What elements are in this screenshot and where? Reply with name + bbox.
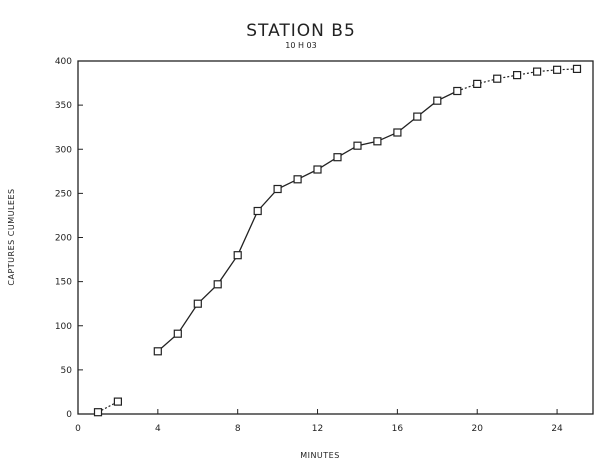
x-tick-label: 12 bbox=[312, 424, 323, 434]
data-point-marker bbox=[433, 96, 442, 105]
data-point-marker bbox=[353, 141, 362, 150]
series-layer bbox=[93, 64, 582, 417]
data-point-marker bbox=[233, 251, 242, 260]
x-tick-label: 24 bbox=[551, 424, 563, 434]
data-point-marker bbox=[313, 165, 322, 174]
data-point-marker bbox=[253, 206, 262, 216]
x-tick-label: 0 bbox=[75, 424, 81, 434]
data-point-marker bbox=[193, 299, 202, 308]
y-tick-label: 350 bbox=[55, 101, 72, 111]
x-axis: 0 4 8 12 16 20 24 bbox=[75, 409, 563, 434]
y-tick-label: 50 bbox=[61, 366, 73, 376]
data-point-marker bbox=[113, 397, 123, 406]
data-point-marker bbox=[473, 79, 482, 89]
y-tick-label: 250 bbox=[55, 189, 72, 199]
data-point-marker bbox=[93, 408, 103, 417]
plot-frame bbox=[77, 60, 594, 415]
series-line-segment bbox=[157, 90, 458, 352]
y-tick-label: 300 bbox=[55, 145, 72, 155]
y-axis: 0 50 100 150 200 250 300 350 400 bbox=[55, 57, 83, 420]
data-point-marker bbox=[393, 128, 402, 137]
x-tick-label: 16 bbox=[392, 424, 404, 434]
y-tick-label: 200 bbox=[55, 234, 72, 244]
data-point-marker bbox=[532, 67, 542, 76]
data-point-marker bbox=[293, 175, 302, 184]
y-tick-label: 150 bbox=[55, 278, 72, 288]
data-point-marker bbox=[333, 153, 342, 162]
data-point-marker bbox=[453, 86, 462, 96]
data-point-marker bbox=[153, 347, 162, 356]
x-axis-label: MINUTES bbox=[300, 451, 340, 460]
y-tick-label: 400 bbox=[55, 57, 72, 67]
chart-title: STATION B5 bbox=[246, 21, 356, 41]
data-point-marker bbox=[572, 64, 582, 74]
y-tick-label: 0 bbox=[66, 410, 72, 420]
data-point-marker bbox=[173, 329, 182, 338]
data-point-marker bbox=[213, 280, 222, 289]
data-point-marker bbox=[413, 112, 422, 121]
data-point-marker bbox=[273, 184, 282, 194]
data-point-marker bbox=[552, 65, 562, 74]
data-point-marker bbox=[512, 70, 522, 80]
y-axis-label: CAPTURES CUMULEES bbox=[7, 188, 16, 285]
chart-subtitle: 10 H 03 bbox=[285, 41, 316, 50]
x-tick-label: 8 bbox=[235, 424, 241, 434]
x-tick-label: 20 bbox=[471, 424, 483, 434]
x-tick-label: 4 bbox=[155, 424, 161, 434]
y-tick-label: 100 bbox=[55, 322, 72, 332]
data-point-marker bbox=[373, 137, 382, 146]
data-point-marker bbox=[493, 74, 502, 83]
